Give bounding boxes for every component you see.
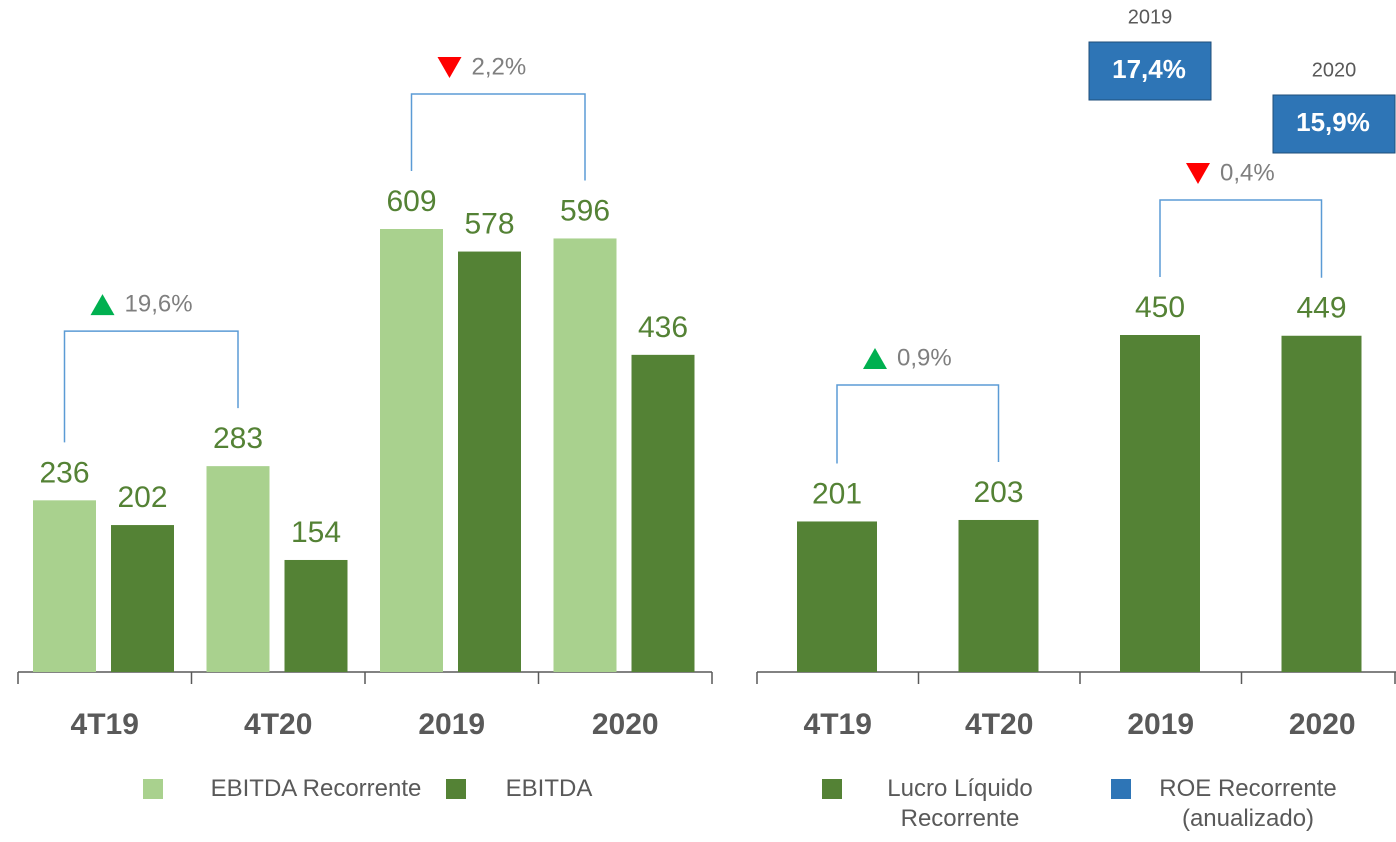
legend-swatch [822, 779, 842, 799]
value-label: 202 [117, 481, 167, 514]
bracket [410, 93, 586, 181]
bar [284, 559, 348, 672]
bracket [1159, 199, 1323, 278]
value-label: 154 [291, 516, 341, 549]
legend-label: EBITDA Recorrente [210, 775, 422, 802]
value-label: 450 [1135, 291, 1185, 324]
x-tick-label: 4T20 [965, 708, 1033, 741]
bar [1281, 335, 1362, 672]
bar [1120, 335, 1200, 672]
roe-box [1272, 94, 1396, 154]
legend-swatch [143, 779, 163, 799]
legend-label: EBITDA [505, 775, 593, 802]
x-tick-label: 4T19 [804, 708, 872, 741]
bar [958, 519, 1039, 672]
change-marker [863, 347, 887, 369]
bar [111, 525, 174, 672]
roe-category: 2019 [1128, 6, 1173, 28]
bar [797, 521, 877, 672]
value-label: 236 [39, 456, 89, 489]
x-tick-label: 4T20 [244, 708, 312, 741]
change-marker [1186, 163, 1210, 184]
legend-swatch [446, 779, 466, 799]
bar [458, 251, 521, 672]
roe-box [1088, 41, 1212, 101]
change-label: 0,9% [897, 344, 952, 371]
bracket [836, 384, 1000, 464]
value-label: 201 [812, 477, 862, 510]
bar [206, 466, 270, 672]
value-label: 596 [560, 194, 610, 227]
x-tick-label: 2019 [418, 708, 485, 741]
x-tick-label: 2020 [1289, 708, 1356, 741]
bar [380, 229, 443, 672]
value-label: 609 [386, 185, 436, 218]
value-label: 436 [638, 311, 688, 344]
value-label: 578 [464, 207, 514, 240]
legend-swatch [1111, 779, 1131, 799]
legend-label: Lucro Líquido Recorrente [887, 775, 1033, 832]
value-label: 283 [213, 422, 263, 455]
change-marker [437, 57, 462, 78]
change-label: 19,6% [125, 290, 193, 317]
bar [631, 354, 695, 672]
value-label: 449 [1296, 292, 1346, 325]
bar [553, 238, 617, 672]
value-label: 203 [973, 476, 1023, 509]
change-label: 0,4% [1220, 159, 1275, 186]
x-tick-label: 2020 [592, 708, 659, 741]
roe-category: 2020 [1312, 59, 1357, 81]
x-tick-label: 4T19 [71, 708, 139, 741]
roe-value-label: 15,9% [1296, 107, 1370, 137]
legend-label: ROE Recorrente (anualizado) [1159, 775, 1337, 832]
bracket [63, 330, 239, 443]
change-label: 2,2% [472, 53, 527, 80]
roe-value-label: 17,4% [1112, 54, 1186, 84]
x-tick-label: 2019 [1127, 708, 1194, 741]
bar [33, 500, 96, 672]
change-marker [90, 294, 115, 316]
